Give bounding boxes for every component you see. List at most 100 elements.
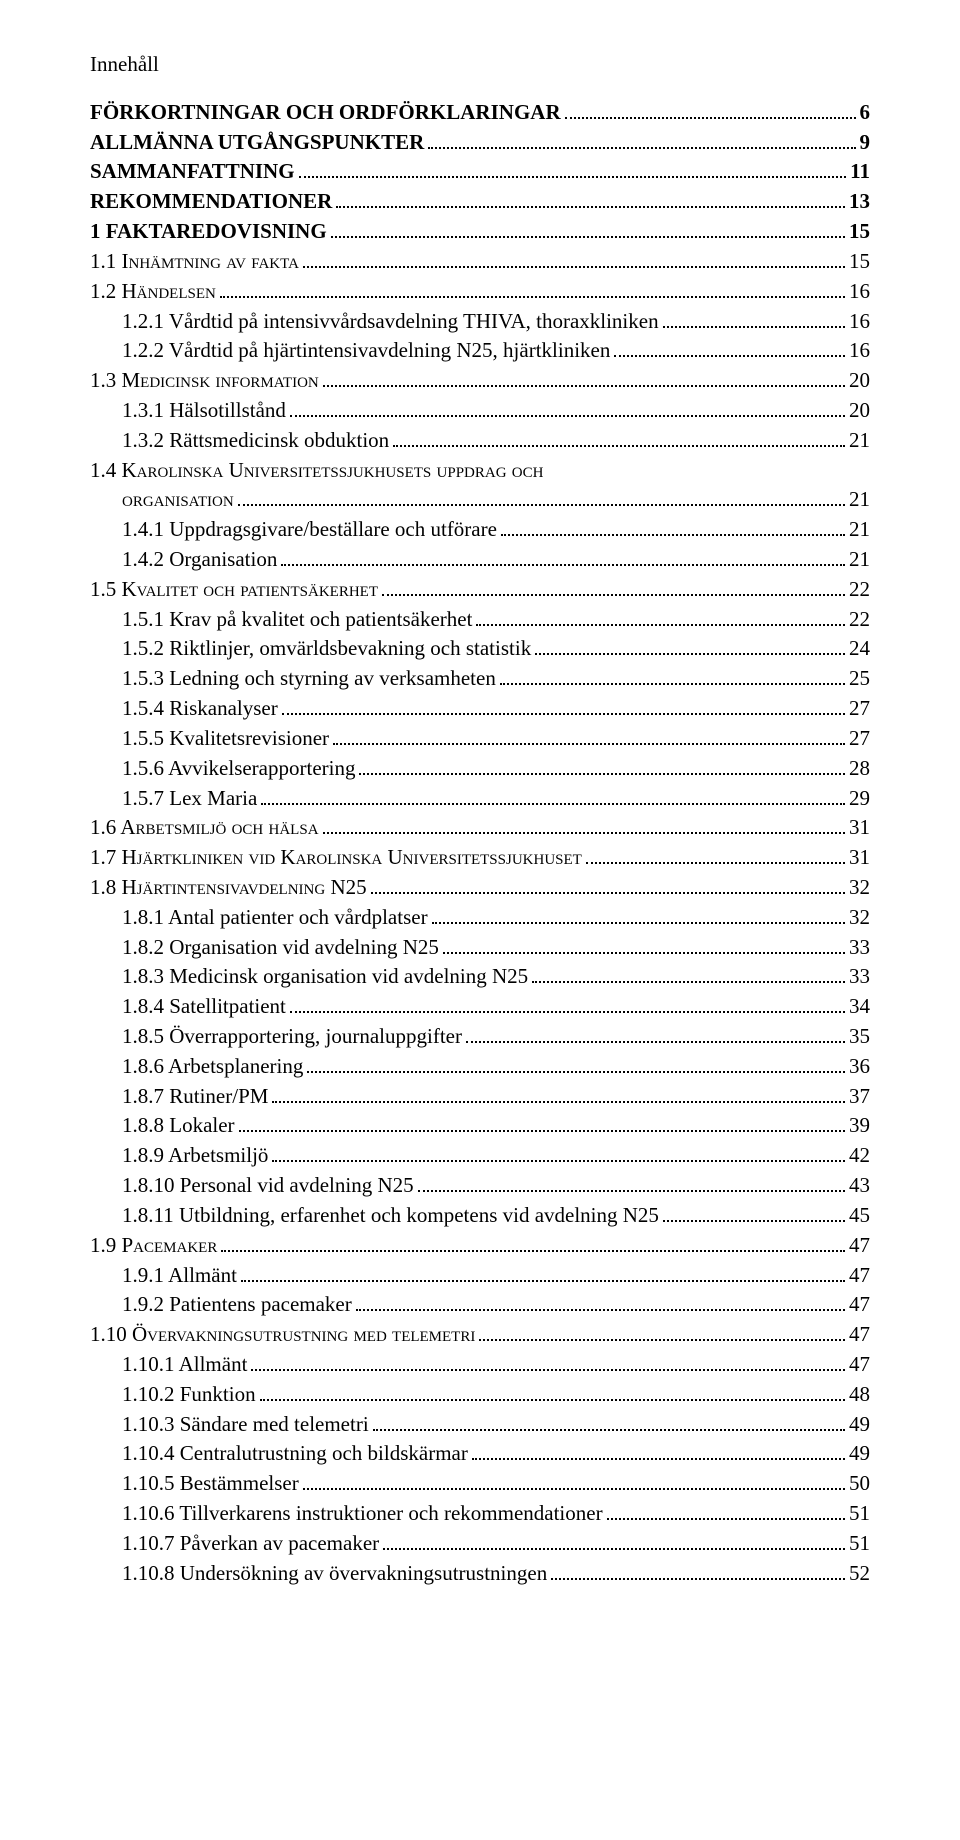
- toc-entry: 1.8.4 Satellitpatient 34: [90, 992, 870, 1022]
- toc-entry: 1.7 Hjärtkliniken vid Karolinska Univers…: [90, 843, 870, 873]
- toc-leader-dots: [551, 1578, 845, 1580]
- toc-entry-page: 35: [849, 1022, 870, 1052]
- toc-leader-dots: [241, 1280, 845, 1282]
- toc-leader-dots: [535, 653, 845, 655]
- toc-leader-dots: [220, 296, 845, 298]
- toc-entry: 1.10 Övervakningsutrustning med telemetr…: [90, 1320, 870, 1350]
- toc-entry-label: 1.4.2 Organisation: [122, 545, 277, 575]
- toc-entry-label: 1.5.4 Riskanalyser: [122, 694, 278, 724]
- toc-entry-page: 24: [849, 634, 870, 664]
- toc-leader-dots: [663, 326, 845, 328]
- toc-entry-page: 6: [860, 98, 871, 128]
- toc-entry-page: 16: [849, 307, 870, 337]
- toc-container: FÖRKORTNINGAR OCH ORDFÖRKLARINGAR 6ALLMÄ…: [90, 98, 870, 1589]
- toc-entry-page: 21: [849, 545, 870, 575]
- toc-leader-dots: [466, 1041, 845, 1043]
- toc-entry: 1.9.2 Patientens pacemaker 47: [90, 1290, 870, 1320]
- toc-entry-label: 1.8.10 Personal vid avdelning N25: [122, 1171, 414, 1201]
- toc-leader-dots: [307, 1071, 845, 1073]
- toc-entry: 1.10.3 Sändare med telemetri 49: [90, 1410, 870, 1440]
- toc-entry: 1.8.9 Arbetsmiljö 42: [90, 1141, 870, 1171]
- toc-entry: 1.2.2 Vårdtid på hjärtintensivavdelning …: [90, 336, 870, 366]
- toc-entry-label: 1.2.1 Vårdtid på intensivvårdsavdelning …: [122, 307, 659, 337]
- toc-leader-dots: [336, 206, 845, 208]
- toc-leader-dots: [418, 1190, 845, 1192]
- toc-leader-dots: [532, 981, 845, 983]
- toc-entry: 1.5.1 Krav på kvalitet och patientsäkerh…: [90, 605, 870, 635]
- toc-entry-page: 32: [849, 903, 870, 933]
- toc-entry: 1.10.5 Bestämmelser 50: [90, 1469, 870, 1499]
- toc-entry-page: 27: [849, 724, 870, 754]
- toc-entry-label: 1.10.4 Centralutrustning och bildskärmar: [122, 1439, 468, 1469]
- toc-leader-dots: [323, 385, 845, 387]
- toc-leader-dots: [333, 743, 845, 745]
- toc-leader-dots: [373, 1429, 845, 1431]
- toc-leader-dots: [383, 1548, 845, 1550]
- toc-entry: 1.8.10 Personal vid avdelning N25 43: [90, 1171, 870, 1201]
- toc-entry-label: 1.8.6 Arbetsplanering: [122, 1052, 303, 1082]
- toc-entry: 1.8.3 Medicinsk organisation vid avdelni…: [90, 962, 870, 992]
- toc-entry-label: 1.5 Kvalitet och patientsäkerhet: [90, 575, 378, 605]
- toc-entry-label: 1.5.3 Ledning och styrning av verksamhet…: [122, 664, 496, 694]
- toc-leader-dots: [501, 534, 845, 536]
- toc-entry-label: 1.10.1 Allmänt: [122, 1350, 247, 1380]
- toc-entry-label: 1.10 Övervakningsutrustning med telemetr…: [90, 1320, 475, 1350]
- toc-entry: 1.3.1 Hälsotillstånd 20: [90, 396, 870, 426]
- toc-entry-label: 1.3.2 Rättsmedicinsk obduktion: [122, 426, 389, 456]
- toc-entry: 1.10.1 Allmänt 47: [90, 1350, 870, 1380]
- toc-entry-page: 37: [849, 1082, 870, 1112]
- toc-entry-page: 34: [849, 992, 870, 1022]
- toc-entry-label: 1.4.1 Uppdragsgivare/beställare och utfö…: [122, 515, 497, 545]
- toc-entry: 1.8.6 Arbetsplanering 36: [90, 1052, 870, 1082]
- toc-entry-page: 21: [849, 485, 870, 515]
- toc-page: Innehåll FÖRKORTNINGAR OCH ORDFÖRKLARING…: [0, 0, 960, 1840]
- toc-entry-label: 1.8.8 Lokaler: [122, 1111, 235, 1141]
- toc-entry: 1.10.2 Funktion 48: [90, 1380, 870, 1410]
- toc-entry: 1.5.6 Avvikelserapportering 28: [90, 754, 870, 784]
- toc-entry-page: 20: [849, 366, 870, 396]
- toc-entry-page: 27: [849, 694, 870, 724]
- toc-entry-label: organisation: [122, 485, 234, 515]
- toc-leader-dots: [303, 266, 845, 268]
- toc-entry: 1.10.8 Undersökning av övervakningsutrus…: [90, 1559, 870, 1589]
- toc-entry: 1.4.2 Organisation 21: [90, 545, 870, 575]
- toc-entry-label: 1.2 Händelsen: [90, 277, 216, 307]
- toc-leader-dots: [607, 1518, 845, 1520]
- toc-entry-page: 51: [849, 1529, 870, 1559]
- toc-entry-page: 29: [849, 784, 870, 814]
- toc-entry: 1.5.2 Riktlinjer, omvärldsbevakning och …: [90, 634, 870, 664]
- toc-entry: 1.9.1 Allmänt 47: [90, 1261, 870, 1291]
- toc-entry-page: 20: [849, 396, 870, 426]
- toc-entry: 1.3 Medicinsk information 20: [90, 366, 870, 396]
- toc-entry: organisation 21: [90, 485, 870, 515]
- toc-entry-page: 13: [849, 187, 870, 217]
- toc-leader-dots: [565, 117, 856, 119]
- toc-entry: REKOMMENDATIONER 13: [90, 187, 870, 217]
- toc-entry-page: 49: [849, 1439, 870, 1469]
- toc-entry-label: 1.3 Medicinsk information: [90, 366, 319, 396]
- toc-leader-dots: [586, 862, 845, 864]
- toc-entry-label: FÖRKORTNINGAR OCH ORDFÖRKLARINGAR: [90, 98, 561, 128]
- toc-entry-label: 1.8.9 Arbetsmiljö: [122, 1141, 268, 1171]
- toc-leader-dots: [472, 1458, 845, 1460]
- toc-entry-label: 1.6 Arbetsmiljö och hälsa: [90, 813, 319, 843]
- toc-entry: 1.8.7 Rutiner/PM 37: [90, 1082, 870, 1112]
- toc-entry: 1.5.4 Riskanalyser 27: [90, 694, 870, 724]
- toc-entry: 1.8.8 Lokaler 39: [90, 1111, 870, 1141]
- toc-leader-dots: [221, 1250, 845, 1252]
- toc-entry-page: 51: [849, 1499, 870, 1529]
- toc-entry: 1.8.2 Organisation vid avdelning N25 33: [90, 933, 870, 963]
- toc-entry-page: 49: [849, 1410, 870, 1440]
- toc-leader-dots: [238, 504, 845, 506]
- toc-entry: ALLMÄNNA UTGÅNGSPUNKTER 9: [90, 128, 870, 158]
- toc-entry-label: 1.8.3 Medicinsk organisation vid avdelni…: [122, 962, 528, 992]
- toc-entry-page: 45: [849, 1201, 870, 1231]
- toc-entry-page: 11: [850, 157, 870, 187]
- toc-leader-dots: [282, 713, 845, 715]
- toc-entry-label: 1.8.4 Satellitpatient: [122, 992, 286, 1022]
- toc-leader-dots: [614, 355, 845, 357]
- toc-leader-dots: [663, 1220, 845, 1222]
- toc-entry: 1.9 Pacemaker 47: [90, 1231, 870, 1261]
- toc-entry-page: 16: [849, 277, 870, 307]
- toc-leader-dots: [331, 236, 845, 238]
